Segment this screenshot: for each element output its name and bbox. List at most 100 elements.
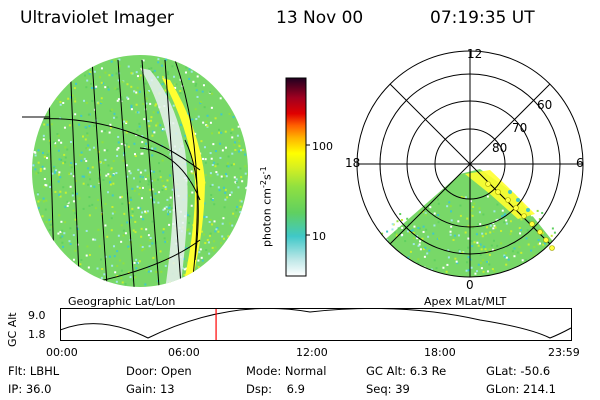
speckle-pixel <box>221 235 224 238</box>
speckle-pixel <box>473 241 476 244</box>
speckle-pixel <box>161 188 164 191</box>
speckle-pixel <box>491 268 494 271</box>
speckle-pixel <box>128 247 131 250</box>
speckle-pixel <box>220 175 223 178</box>
speckle-pixel <box>413 225 416 228</box>
speckle-pixel <box>83 157 86 160</box>
speckle-pixel <box>226 162 229 165</box>
speckle-pixel <box>191 118 194 121</box>
speckle-pixel <box>454 257 457 260</box>
instrument-title: Ultraviolet Imager <box>20 8 174 28</box>
speckle-pixel <box>67 201 70 204</box>
speckle-pixel <box>449 230 452 233</box>
speckle-pixel <box>55 169 58 172</box>
speckle-pixel <box>467 237 470 240</box>
speckle-pixel <box>100 100 103 103</box>
speckle-pixel <box>111 74 114 77</box>
speckle-pixel <box>484 232 487 235</box>
speckle-pixel <box>530 214 533 217</box>
speckle-pixel <box>46 153 49 156</box>
speckle-pixel <box>186 229 189 232</box>
speckle-pixel <box>483 281 485 283</box>
speckle-pixel <box>167 213 170 216</box>
geographic-auroral-image <box>22 55 248 287</box>
speckle-pixel <box>425 228 428 231</box>
speckle-pixel <box>482 287 484 289</box>
speckle-pixel <box>478 207 481 210</box>
speckle-pixel <box>447 249 450 252</box>
speckle-pixel <box>208 220 211 223</box>
speckle-pixel <box>138 186 141 189</box>
speckle-pixel <box>187 112 190 115</box>
speckle-pixel <box>49 223 52 226</box>
speckle-pixel <box>174 86 177 89</box>
speckle-pixel <box>116 250 119 253</box>
speckle-pixel <box>190 170 193 173</box>
speckle-pixel <box>536 263 539 266</box>
speckle-pixel <box>220 131 223 134</box>
speckle-pixel <box>83 175 86 178</box>
speckle-pixel <box>42 138 45 141</box>
speckle-pixel <box>204 241 207 244</box>
speckle-pixel <box>166 71 169 74</box>
speckle-pixel <box>44 208 47 211</box>
speckle-pixel <box>395 234 398 237</box>
speckle-pixel <box>200 256 203 259</box>
speckle-pixel <box>46 123 49 126</box>
speckle-pixel <box>42 197 45 200</box>
speckle-pixel <box>533 254 536 257</box>
speckle-pixel <box>149 188 152 191</box>
speckle-pixel <box>161 129 164 132</box>
speckle-pixel <box>441 281 443 283</box>
speckle-pixel <box>159 176 162 179</box>
speckle-pixel <box>140 215 143 218</box>
status-dsp: Dsp: 6.9 <box>246 382 305 396</box>
speckle-pixel <box>188 77 191 80</box>
speckle-pixel <box>104 202 107 205</box>
speckle-pixel <box>467 269 470 272</box>
speckle-pixel <box>191 172 194 175</box>
speckle-pixel <box>161 159 164 162</box>
speckle-pixel <box>150 67 153 70</box>
speckle-pixel <box>164 264 167 267</box>
speckle-pixel <box>505 219 508 222</box>
speckle-pixel <box>119 196 122 199</box>
speckle-pixel <box>160 270 163 273</box>
speckle-pixel <box>97 102 100 105</box>
speckle-pixel <box>140 197 143 200</box>
speckle-pixel <box>476 241 479 244</box>
speckle-pixel <box>142 248 145 251</box>
speckle-pixel <box>525 237 528 240</box>
speckle-pixel <box>107 88 110 91</box>
speckle-pixel <box>244 153 247 156</box>
speckle-pixel <box>213 203 216 206</box>
speckle-pixel <box>542 274 545 277</box>
speckle-pixel <box>151 154 154 157</box>
speckle-pixel <box>241 180 244 183</box>
speckle-pixel <box>124 282 127 285</box>
speckle-pixel <box>136 75 139 78</box>
speckle-pixel <box>138 260 141 263</box>
speckle-pixel <box>209 232 212 235</box>
speckle-pixel <box>170 165 173 168</box>
speckle-pixel <box>162 208 165 211</box>
speckle-pixel <box>136 86 139 89</box>
speckle-pixel <box>127 97 130 100</box>
speckle-pixel <box>218 131 221 134</box>
speckle-pixel <box>63 153 66 156</box>
speckle-pixel <box>122 229 125 232</box>
speckle-pixel <box>442 266 445 269</box>
speckle-pixel <box>49 220 52 223</box>
speckle-pixel <box>88 72 91 75</box>
speckle-pixel <box>466 217 469 220</box>
speckle-pixel <box>200 140 203 143</box>
speckle-pixel <box>57 139 60 142</box>
speckle-pixel <box>158 191 161 194</box>
speckle-pixel <box>231 128 234 131</box>
speckle-pixel <box>133 275 136 278</box>
status-mode: Mode: Normal <box>246 364 327 378</box>
speckle-pixel <box>54 190 57 193</box>
speckle-pixel <box>130 216 133 219</box>
speckle-pixel <box>62 101 65 104</box>
speckle-pixel <box>39 168 42 171</box>
